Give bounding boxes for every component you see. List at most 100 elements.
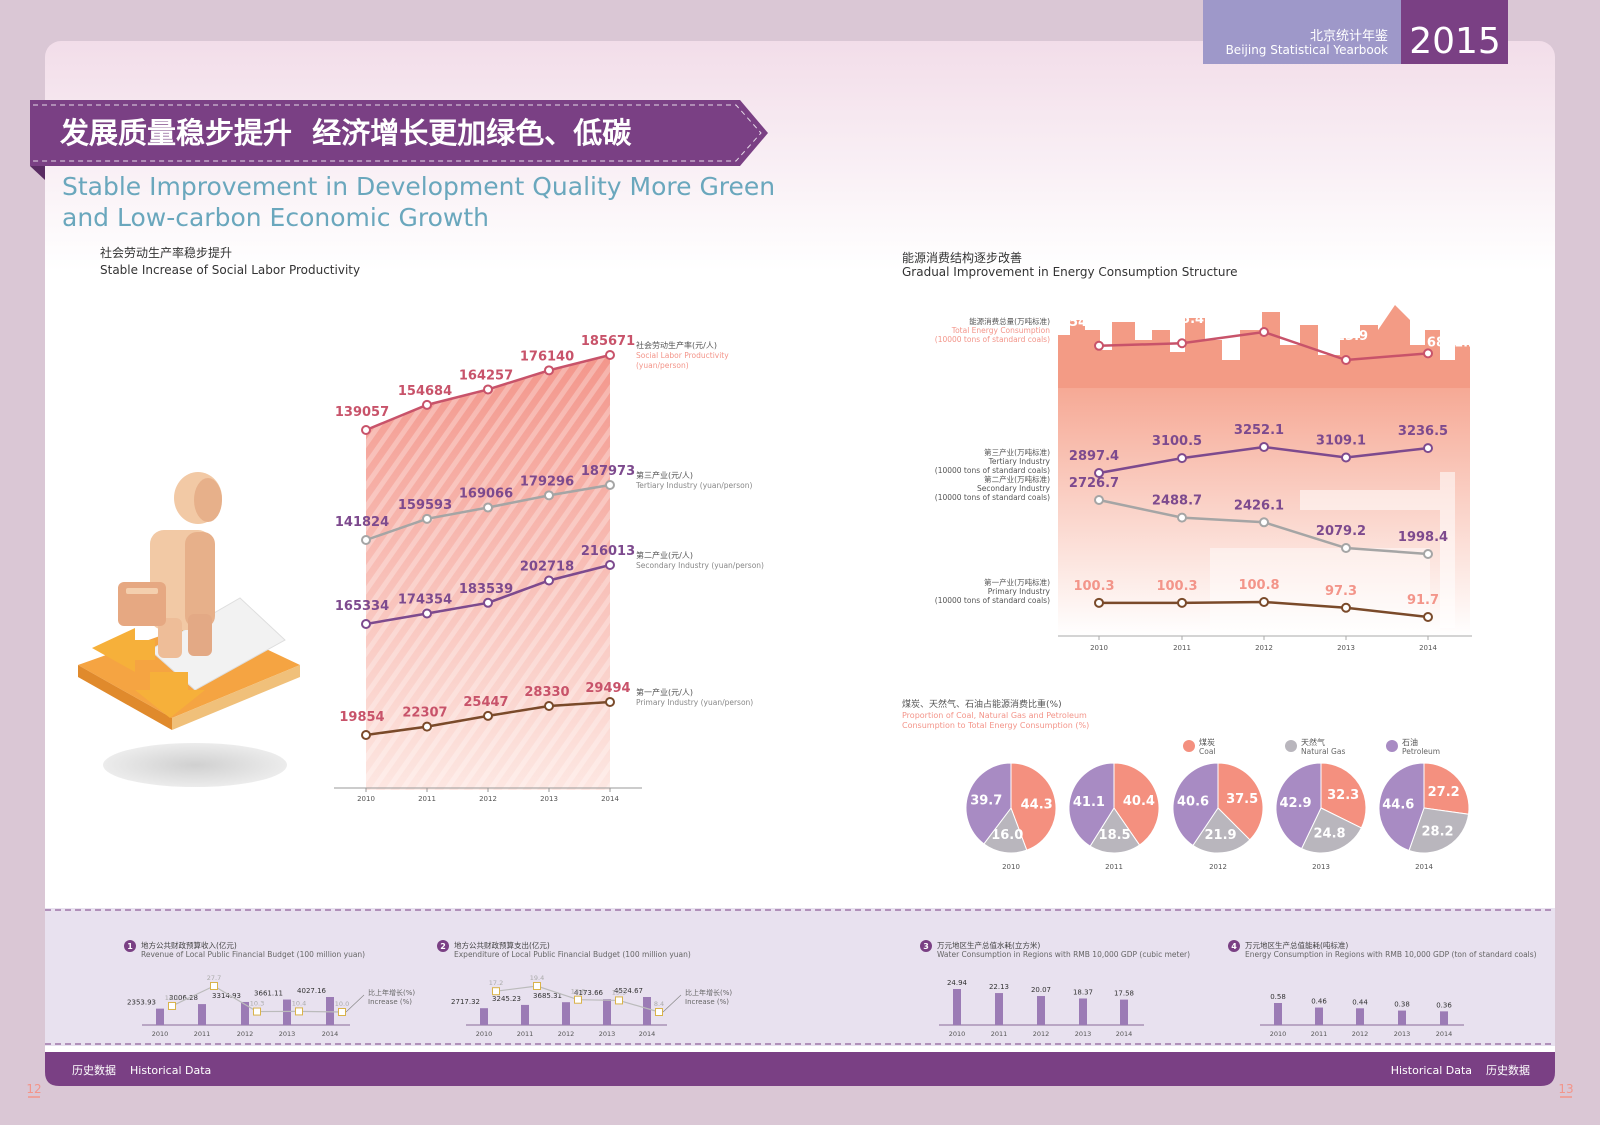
mini-growth-point [210, 982, 218, 990]
mini-x-tick-label: 2014 [1436, 1030, 1453, 1038]
yearbook-cn: 北京统计年鉴 [1310, 29, 1388, 44]
mini-bar-label: 3661.11 [254, 990, 283, 998]
pie-slice-petroleum [1275, 762, 1322, 850]
energy-label-tertiary: 3252.1 [1234, 423, 1284, 438]
mini-bar [156, 1008, 164, 1025]
energy-label-primary: 91.7 [1407, 593, 1439, 608]
mini-x-tick-label: 2013 [599, 1030, 616, 1038]
mini-x-tick-label: 2013 [1394, 1030, 1411, 1038]
mini-chart-number-badge [920, 940, 932, 952]
labor-x-tick-label: 2013 [540, 795, 558, 803]
energy-label-tertiary: 3109.1 [1316, 433, 1366, 448]
mini-bar-label: 0.58 [1270, 993, 1286, 1001]
mini-growth-label: 13.6 [571, 988, 585, 996]
mini-growth-label: 27.7 [207, 974, 221, 982]
pie-label-petroleum: 39.7 [970, 794, 1002, 809]
energy-point-tertiary [1177, 453, 1187, 464]
mini-growth-leader [662, 994, 682, 1013]
labor-point-total [605, 350, 615, 360]
page-number-right: 13 [1558, 1082, 1573, 1096]
legend-swatch-petroleum [1386, 740, 1398, 752]
mini-bar-label: 20.07 [1031, 986, 1051, 994]
labor-label-secondary: 183539 [459, 582, 513, 597]
mini-x-tick-label: 2014 [1116, 1030, 1133, 1038]
mini-charts: 1 地方公共财政预算收入(亿元)Revenue of Local Public F… [124, 940, 1537, 1038]
crane-silhouette [1300, 472, 1455, 628]
pie-slice-petroleum [1068, 762, 1115, 847]
labor-title: 社会劳动生产率稳步提升 [100, 245, 232, 260]
legend-label-en-coal: Coal [1199, 747, 1216, 756]
mini-x-tick-label: 2013 [1075, 1030, 1092, 1038]
labor-point-primary [422, 721, 432, 732]
labor-label-total: 185671 [581, 334, 635, 349]
labor-area-stripes [366, 355, 610, 790]
mini-bar [521, 1004, 529, 1025]
energy-series-name-en2-primary: (10000 tons of standard coals) [935, 596, 1050, 605]
labor-point-total [483, 384, 493, 395]
labor-point-secondary [483, 597, 493, 608]
energy-point-secondary [1341, 543, 1351, 554]
page-title-en-line2: and Low-carbon Economic Growth [62, 203, 489, 232]
labor-label-secondary: 202718 [520, 559, 574, 574]
mini-chart-subtitle: Revenue of Local Public Financial Budget… [141, 950, 365, 959]
yearbook-badge [1203, 0, 1401, 64]
mini-bar-label: 4524.67 [614, 987, 643, 995]
energy-background [1058, 305, 1470, 636]
energy-label-primary: 100.3 [1073, 579, 1114, 594]
energy-series-name-primary: 第一产业(万吨标准) [984, 577, 1050, 587]
energy-point-primary [1259, 597, 1269, 607]
mini-chart-subtitle: Expenditure of Local Public Financial Bu… [454, 950, 691, 959]
mini-bar-label: 4027.16 [297, 987, 326, 995]
folder-edge [78, 665, 172, 730]
labor-point-primary [483, 710, 493, 721]
mini-growth-label: 10.0 [335, 1000, 349, 1008]
energy-series-name-en2-tertiary: (10000 tons of standard coals) [935, 466, 1050, 475]
labor-point-tertiary [483, 502, 493, 513]
pie-label-gas: 21.9 [1204, 828, 1236, 843]
labor-label-primary: 22307 [402, 706, 447, 721]
labor-series-name-primary: 第一产业(元/人) [636, 687, 693, 697]
pie-slice-coal [1320, 762, 1367, 829]
mini-bar [643, 997, 651, 1025]
labor-point-tertiary [422, 513, 432, 524]
mini-chart-number-badge [437, 940, 449, 952]
energy-point-primary [1177, 597, 1187, 608]
labor-series-name-tertiary: 第三产业(元/人) [636, 470, 693, 480]
mini-growth-label: 10.3 [250, 1000, 264, 1008]
pie-label-gas: 28.2 [1422, 824, 1454, 839]
energy-point-tertiary [1341, 452, 1351, 463]
energy-point-primary [1423, 612, 1433, 622]
mini-growth-point [295, 1007, 303, 1016]
title-ribbon [30, 100, 768, 166]
pie-slice-gas [1089, 807, 1141, 854]
mini-bar [1440, 1011, 1448, 1025]
pie-year-label: 2013 [1312, 863, 1330, 871]
mini-bar [1079, 998, 1087, 1025]
pie-slice-petroleum [965, 762, 1012, 845]
mini-x-tick-label: 2013 [279, 1030, 296, 1038]
mini-growth-name: 比上年增长(%) [685, 988, 732, 997]
mini-bar [1274, 1003, 1282, 1025]
yearbook-en: Beijing Statistical Yearbook [1226, 43, 1388, 57]
mini-bar [283, 999, 291, 1025]
labor-label-total: 154684 [398, 384, 452, 399]
mini-bar-label: 0.46 [1311, 998, 1327, 1006]
labor-subtitle: Stable Increase of Social Labor Producti… [100, 263, 360, 277]
pie-label-coal: 44.3 [1021, 797, 1053, 812]
mini-chart-number-badge [124, 940, 136, 952]
energy-chart: 2010 2011 2012 2013 2014 6954.1 6995.4 7177.7 67… [935, 301, 1477, 652]
mini-growth-point [253, 1007, 261, 1016]
pie-label-coal: 27.2 [1428, 785, 1460, 800]
energy-series-name-en-total: Total Energy Consumption [951, 326, 1050, 335]
energy-series-name-en-tertiary: Tertiary Industry [988, 457, 1051, 466]
mini-growth-label: 17.2 [489, 979, 503, 987]
mini-bar [1315, 1007, 1323, 1025]
energy-point-primary [1341, 602, 1351, 613]
mini-x-tick-label: 2011 [194, 1030, 211, 1038]
city-skyline [1058, 305, 1470, 388]
labor-point-total [544, 365, 554, 376]
energy-point-tertiary [1094, 468, 1104, 478]
mini-growth-point [574, 995, 582, 1004]
mini-bar [198, 1004, 206, 1025]
